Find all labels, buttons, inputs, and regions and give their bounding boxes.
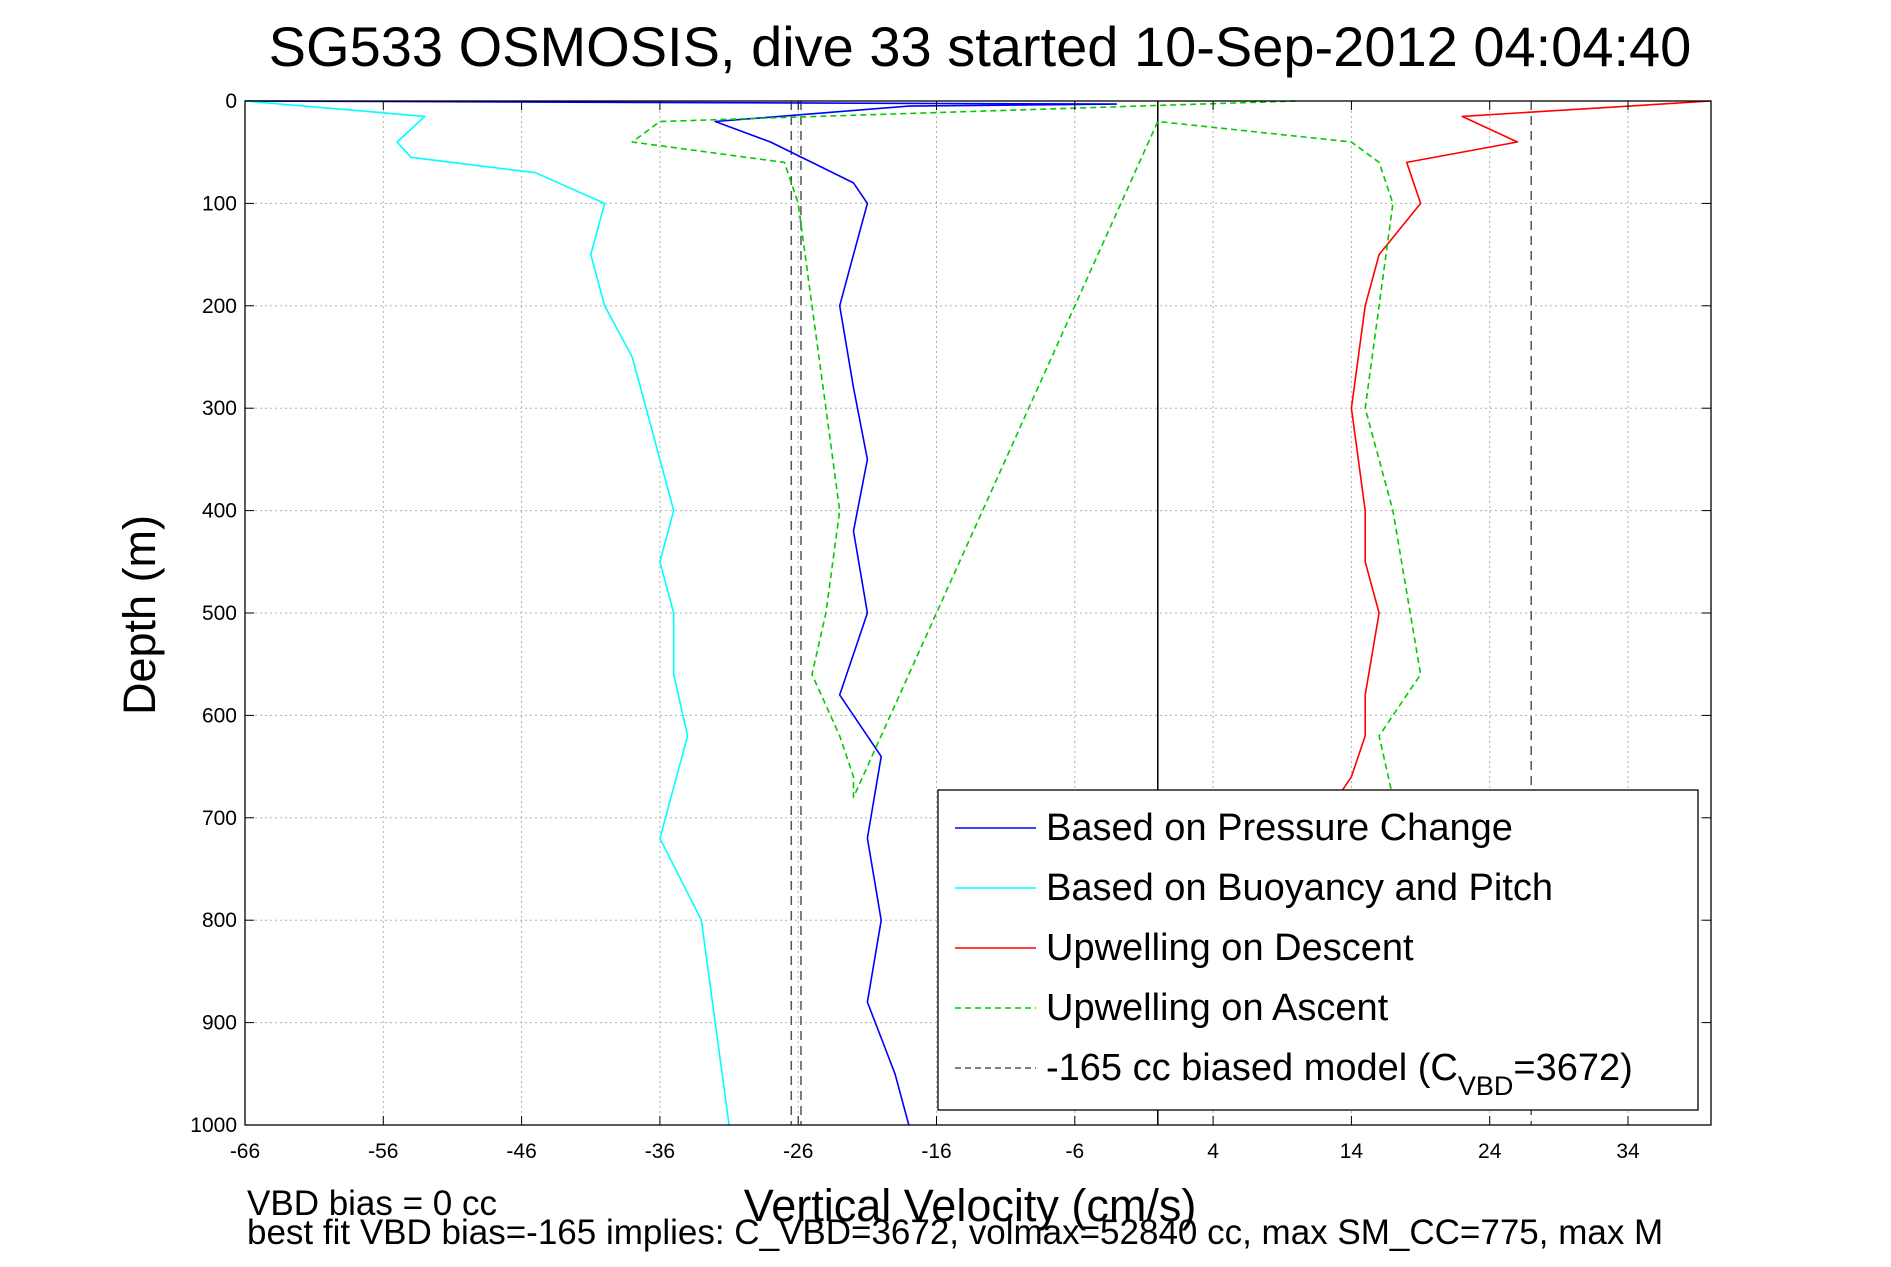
axis-ticks: -66 -56 -46 -36 -26 -16 -6 4 14 24 34 0 100 200 300 400… [190, 90, 1711, 1163]
y-tick-label: 200 [202, 295, 237, 318]
y-tick-label: 400 [202, 500, 237, 523]
legend-label: Based on Pressure Change [1046, 807, 1513, 849]
x-tick-label: 14 [1340, 1140, 1364, 1163]
y-axis-label: Depth (m) [114, 515, 165, 715]
series-line [244, 100, 730, 1126]
x-axis-label: Vertical Velocity (cm/s) [744, 1180, 1197, 1231]
y-tick-label: 300 [202, 397, 237, 420]
series-line [1336, 100, 1712, 798]
series-line [631, 100, 1422, 799]
x-tick-label: -26 [783, 1140, 813, 1163]
x-tick-label: -46 [506, 1140, 536, 1163]
legend: Based on Pressure Change Based on Buoyanc… [937, 789, 1699, 1111]
series-line [244, 100, 1118, 1126]
legend-label: Upwelling on Descent [1046, 927, 1414, 969]
x-tick-label: -36 [645, 1140, 675, 1163]
y-tick-label: 500 [202, 602, 237, 625]
x-tick-label: 4 [1207, 1140, 1219, 1163]
y-tick-label: 600 [202, 704, 237, 727]
series-lines [244, 100, 1712, 1126]
x-tick-label: -6 [1065, 1140, 1084, 1163]
x-tick-label: -66 [230, 1140, 260, 1163]
x-tick-label: -16 [921, 1140, 951, 1163]
y-tick-label: 100 [202, 192, 237, 215]
y-tick-label: 1000 [190, 1114, 237, 1137]
footer-line-1: VBD bias = 0 cc [247, 1184, 497, 1223]
chart-title: SG533 OSMOSIS, dive 33 started 10-Sep-20… [269, 15, 1692, 78]
y-tick-label: 800 [202, 909, 237, 932]
legend-label: Upwelling on Ascent [1046, 987, 1389, 1029]
x-tick-label: -56 [368, 1140, 398, 1163]
x-tick-label: 24 [1478, 1140, 1502, 1163]
y-tick-label: 700 [202, 807, 237, 830]
y-tick-label: 900 [202, 1012, 237, 1035]
legend-label: Based on Buoyancy and Pitch [1046, 867, 1553, 909]
footer-line-2: best fit VBD bias=-165 implies: C_VBD=36… [247, 1213, 1663, 1252]
x-tick-label: 34 [1616, 1140, 1640, 1163]
legend-box [937, 789, 1699, 1111]
y-tick-label: 0 [225, 90, 237, 113]
